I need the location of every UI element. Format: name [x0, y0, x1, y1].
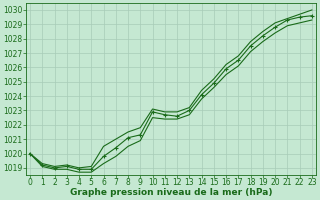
X-axis label: Graphe pression niveau de la mer (hPa): Graphe pression niveau de la mer (hPa)	[70, 188, 272, 197]
